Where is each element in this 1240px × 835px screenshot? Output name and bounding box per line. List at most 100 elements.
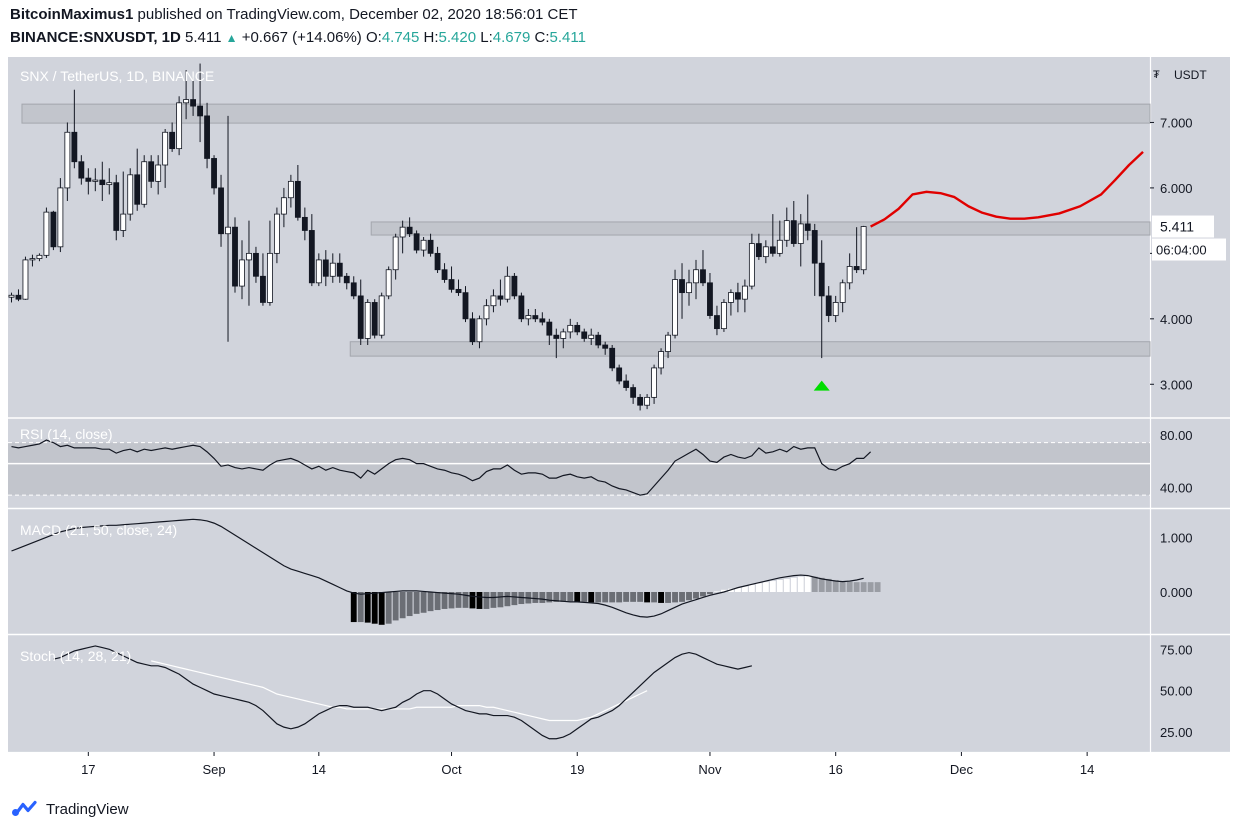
time-axis-label: 19 [570,762,584,777]
candle-body [839,282,846,303]
candle-body [50,211,57,248]
forecast-path [870,151,1144,228]
candle-body [385,269,392,297]
time-axis-label: 16 [828,762,842,777]
macd-histogram-bar [476,592,483,609]
macd-histogram-bar [776,579,783,592]
stoch-axis-label: 75.00 [1160,642,1193,657]
candle-body [322,259,329,277]
candle-body [672,279,678,336]
macd-histogram-bar [686,592,692,601]
macd-histogram-bar [483,592,490,609]
author-name[interactable]: BitcoinMaximus1 [10,6,134,23]
candle-body [99,179,106,186]
candle-body [853,266,860,271]
macd-histogram-bar [867,582,874,592]
buy-signal-arrow-icon [813,380,830,391]
countdown-label: 06:04:00 [1156,243,1207,258]
macd-histogram-bar [783,578,790,592]
close-value: 5.411 [549,29,586,46]
macd-histogram-bar [462,592,469,608]
macd-line [11,518,864,618]
candle-body [329,262,336,277]
candle-body [169,131,176,150]
tradingview-logo-icon[interactable] [10,800,40,818]
macd-histogram-bar [693,592,699,599]
macd-histogram-bar [839,581,846,592]
candle-body [406,226,413,235]
price-axis-label: 6.000 [1160,181,1193,196]
candle-body [762,246,769,258]
candle-body [357,295,364,339]
published-text: published on TradingView.com, December 0… [137,6,578,23]
macd-histogram-bar [874,582,881,592]
candle-body [602,344,609,349]
rsi-axis-label: 80.00 [1160,428,1193,443]
candle-body [679,279,685,294]
macd-histogram-bar [567,592,574,602]
candle-body [71,131,78,163]
macd-histogram-bar [769,581,776,592]
candle-body [546,321,553,336]
macd-histogram-bar [651,592,658,603]
time-axis-label: Nov [698,762,722,777]
stoch-title: Stoch (14, 28, 21) [20,648,131,664]
candle-body [776,239,783,254]
macd-histogram-bar [490,592,497,608]
price-chart[interactable]: 3.0004.0005.0006.0007.000₮USDT5.41106:04… [8,57,1230,787]
close-label: C: [534,29,550,46]
candle-body [532,315,539,320]
macd-histogram-bar [818,577,825,592]
macd-histogram-bar [672,592,678,603]
candle-body [462,292,469,320]
macd-histogram-bar [448,592,455,609]
candle-body [574,324,581,333]
macd-histogram-bar [427,592,434,612]
candle-body [734,292,741,300]
candle-body [755,243,762,258]
macd-histogram-bar [637,592,644,602]
macd-histogram-bar [741,586,748,592]
macd-histogram-bar [357,592,364,623]
candle-body [120,213,127,231]
candle-body [609,347,616,369]
candle-body [301,216,308,231]
candle-body [434,252,441,271]
candle-body [476,318,483,343]
last-price-label: 5.411 [1160,219,1194,235]
candle-body [483,305,490,320]
candle-body [197,105,203,117]
time-axis-label: 14 [1080,762,1094,777]
up-triangle-icon: ▲ [225,31,238,45]
candle-body [336,262,343,277]
candle-body [560,331,567,339]
candle-body [769,246,776,254]
macd-histogram-bar [560,592,567,602]
macd-title: MACD (21, 50, close, 24) [20,522,177,538]
candle-body [846,266,853,284]
candle-body [364,302,371,339]
candle-body [539,318,546,323]
macd-histogram-bar [378,592,385,625]
candle-body [78,161,85,179]
candle-body [141,161,148,205]
candle-body [43,211,50,256]
candle-body [294,180,301,218]
macd-histogram-bar [364,592,371,623]
time-axis-label: Oct [441,762,462,777]
low-label: L: [480,29,493,46]
macd-histogram-bar [455,592,462,608]
candle-body [162,131,169,166]
price-change: +0.667 (+14.06%) [241,29,362,46]
candle-body [287,180,294,199]
candle-body [134,174,141,205]
candle-body [371,302,378,336]
footer-brand[interactable]: TradingView [46,800,129,818]
candle-body [490,295,497,307]
candle-body [378,295,385,336]
macd-histogram-bar [665,592,671,603]
candle-body [239,259,245,287]
candle-body [85,177,92,182]
candle-body [427,239,434,254]
candle-body [616,367,623,382]
